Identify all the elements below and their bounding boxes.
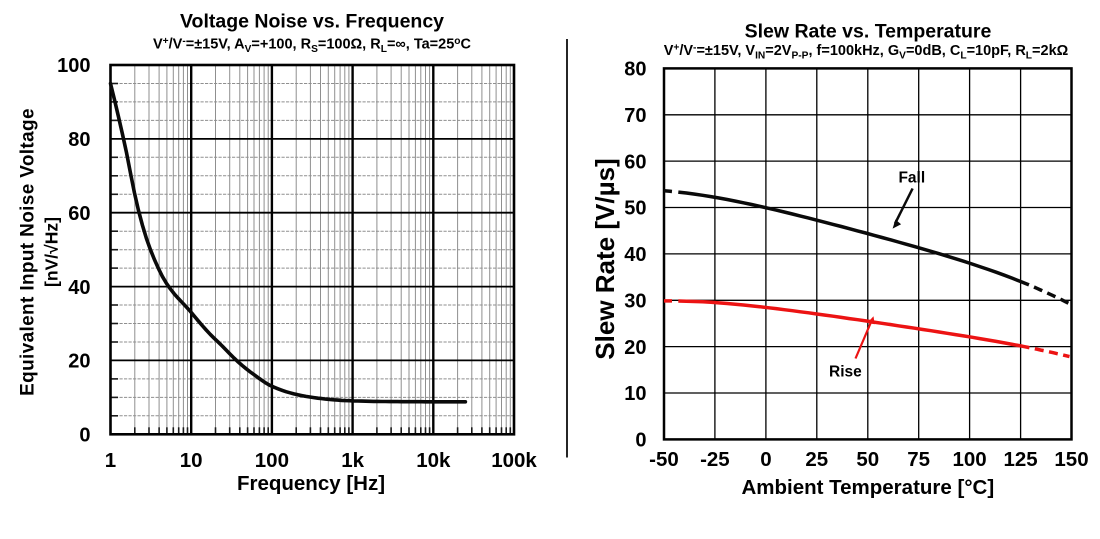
svg-text:-50: -50	[649, 448, 679, 471]
svg-text:40: 40	[624, 244, 646, 266]
svg-text:150: 150	[1054, 448, 1088, 471]
svg-text:125: 125	[1003, 448, 1037, 471]
svg-text:60: 60	[624, 151, 646, 173]
svg-text:Rise: Rise	[829, 364, 862, 381]
svg-text:0: 0	[760, 448, 771, 471]
svg-text:Slew Rate vs. Temperature: Slew Rate vs. Temperature	[745, 21, 992, 43]
svg-text:100k: 100k	[491, 449, 537, 472]
svg-text:50: 50	[624, 198, 646, 220]
svg-text:100: 100	[952, 448, 986, 471]
svg-text:1: 1	[105, 449, 116, 472]
svg-text:10: 10	[624, 383, 646, 405]
svg-text:0: 0	[79, 425, 90, 447]
svg-text:40: 40	[68, 277, 90, 299]
svg-text:20: 20	[68, 351, 90, 373]
svg-text:Frequency [Hz]: Frequency [Hz]	[237, 472, 385, 495]
svg-text:10: 10	[180, 449, 203, 472]
svg-text:25: 25	[805, 448, 828, 471]
svg-text:Fall: Fall	[898, 170, 925, 187]
svg-text:30: 30	[624, 291, 646, 313]
svg-text:20: 20	[624, 337, 646, 359]
svg-text:Ambient Temperature [°C]: Ambient Temperature [°C]	[741, 476, 994, 499]
svg-text:80: 80	[68, 129, 90, 151]
svg-text:70: 70	[624, 105, 646, 127]
svg-text:0: 0	[635, 430, 646, 452]
svg-text:V+​/V-​=±15V, VIN​=2VP-P​, f=1: V+​/V-​=±15V, VIN​=2VP-P​, f=100kHz, GV​…	[664, 43, 1069, 62]
svg-text:1k: 1k	[341, 449, 364, 472]
svg-text:Slew Rate [V/µs]: Slew Rate [V/µs]	[590, 158, 620, 359]
svg-text:75: 75	[907, 448, 930, 471]
svg-text:-25: -25	[700, 448, 730, 471]
svg-text:100: 100	[255, 449, 289, 472]
svg-text:80: 80	[624, 59, 646, 81]
svg-text:[nV/√Hz]: [nV/√Hz]	[42, 217, 62, 287]
svg-text:50: 50	[856, 448, 879, 471]
svg-text:10k: 10k	[416, 449, 451, 472]
svg-text:Equivalent Input Noise Voltage: Equivalent Input Noise Voltage	[18, 108, 39, 396]
svg-text:60: 60	[68, 203, 90, 225]
svg-text:Voltage Noise vs. Frequency: Voltage Noise vs. Frequency	[180, 11, 444, 33]
svg-text:100: 100	[57, 55, 90, 77]
svg-text:V+​/V-​=±15V, AV​=+100, RS​=10: V+​/V-​=±15V, AV​=+100, RS​=100Ω, RL​=∞,…	[153, 36, 472, 55]
